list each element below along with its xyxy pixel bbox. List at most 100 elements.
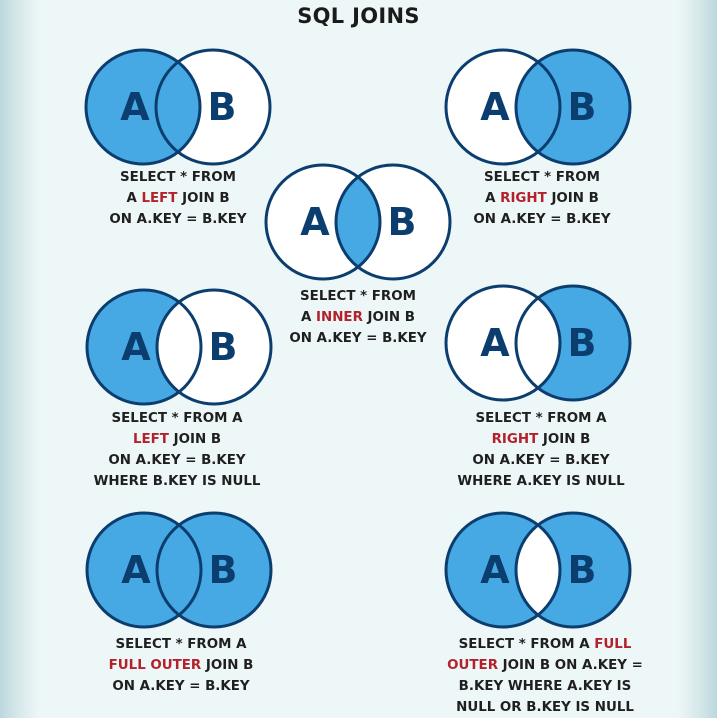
- intersection-region: [157, 290, 201, 404]
- join-keyword: LEFT: [141, 191, 178, 206]
- caption-text: WHERE A.KEY IS NULL: [457, 474, 625, 489]
- caption-line: A LEFT JOIN B: [78, 188, 278, 209]
- set-b-label: B: [208, 85, 237, 129]
- caption-text: JOIN B: [201, 658, 254, 673]
- caption-right-excluding-join: SELECT * FROM A RIGHT JOIN B ON A.KEY = B.…: [436, 408, 646, 492]
- caption-text: A: [126, 191, 142, 206]
- intersection-region: [516, 50, 560, 164]
- set-b-label: B: [209, 548, 238, 592]
- caption-line: ON A.KEY = B.KEY: [72, 450, 282, 471]
- caption-line: SELECT * FROM: [78, 167, 278, 188]
- caption-text: JOIN B: [168, 432, 222, 447]
- caption-text: SELECT * FROM A: [115, 637, 247, 652]
- caption-text: A: [485, 191, 501, 206]
- caption-text: JOIN B ON A.KEY =: [498, 658, 643, 673]
- join-keyword: LEFT: [132, 432, 169, 447]
- caption-line: SELECT * FROM: [258, 286, 458, 307]
- caption-text: ON A.KEY = B.KEY: [473, 212, 611, 227]
- caption-line: OUTER JOIN B ON A.KEY =: [430, 655, 660, 676]
- set-a-outline: [85, 288, 203, 406]
- intersection-region: [157, 513, 201, 627]
- caption-text: SELECT * FROM A: [111, 411, 243, 426]
- caption-text: A: [301, 310, 317, 325]
- caption-text: ON A.KEY = B.KEY: [108, 453, 246, 468]
- set-b-outline: [155, 511, 273, 629]
- set-a-label: A: [121, 325, 151, 369]
- set-b-outline: [514, 48, 632, 166]
- set-a-label: A: [300, 200, 330, 244]
- caption-line: SELECT * FROM A: [436, 408, 646, 429]
- set-a-label: A: [480, 321, 510, 365]
- join-keyword: RIGHT: [491, 432, 539, 447]
- set-b-label: B: [209, 325, 238, 369]
- join-keyword: RIGHT: [500, 191, 547, 206]
- set-a-outline: [84, 48, 202, 166]
- set-a-label: A: [480, 548, 510, 592]
- set-a-outline: [444, 284, 562, 402]
- set-b-outline: [514, 511, 632, 629]
- set-a-label: A: [121, 548, 151, 592]
- caption-line: LEFT JOIN B: [72, 429, 282, 450]
- caption-text: JOIN B: [538, 432, 591, 447]
- set-b-label: B: [568, 321, 597, 365]
- set-b-outline: [155, 288, 273, 406]
- caption-line: SELECT * FROM: [442, 167, 642, 188]
- set-b-label: B: [568, 548, 597, 592]
- caption-text: B.KEY WHERE A.KEY IS: [458, 679, 632, 694]
- caption-line: ON A.KEY = B.KEY: [76, 676, 286, 697]
- intersection-region: [156, 50, 200, 164]
- caption-line: SELECT * FROM A FULL: [430, 634, 660, 655]
- caption-text: JOIN B: [362, 310, 415, 325]
- caption-text: ON A.KEY = B.KEY: [109, 212, 247, 227]
- caption-line: ON A.KEY = B.KEY: [258, 328, 458, 349]
- caption-text: JOIN B: [177, 191, 230, 206]
- intersection-region: [516, 286, 560, 400]
- caption-line: SELECT * FROM A: [72, 408, 282, 429]
- page-title: SQL JOINS: [297, 4, 420, 28]
- set-a-outline: [444, 48, 562, 166]
- set-a-outline: [264, 163, 382, 281]
- set-b-outline: [514, 284, 632, 402]
- set-a-label: A: [480, 85, 510, 129]
- caption-line: WHERE A.KEY IS NULL: [436, 471, 646, 492]
- set-a-outline: [444, 511, 562, 629]
- caption-line: ON A.KEY = B.KEY: [442, 209, 642, 230]
- caption-text: SELECT * FROM: [120, 170, 236, 185]
- caption-text: NULL OR B.KEY IS NULL: [456, 700, 634, 715]
- join-keyword: INNER: [316, 310, 363, 325]
- caption-text: SELECT * FROM A: [475, 411, 607, 426]
- caption-text: ON A.KEY = B.KEY: [289, 331, 427, 346]
- set-a-label: A: [120, 85, 150, 129]
- caption-line: B.KEY WHERE A.KEY IS: [430, 676, 660, 697]
- caption-text: SELECT * FROM A: [458, 637, 595, 652]
- caption-text: SELECT * FROM: [300, 289, 416, 304]
- join-keyword: FULL OUTER: [108, 658, 202, 673]
- caption-line: WHERE B.KEY IS NULL: [72, 471, 282, 492]
- join-keyword: FULL: [594, 637, 632, 652]
- caption-left-excluding-join: SELECT * FROM A LEFT JOIN B ON A.KEY = B.K…: [72, 408, 282, 492]
- set-b-label: B: [388, 200, 417, 244]
- set-b-outline: [334, 163, 452, 281]
- caption-text: ON A.KEY = B.KEY: [472, 453, 610, 468]
- caption-text: WHERE B.KEY IS NULL: [93, 474, 261, 489]
- intersection-region: [336, 165, 380, 279]
- caption-line: NULL OR B.KEY IS NULL: [430, 697, 660, 718]
- set-b-label: B: [568, 85, 597, 129]
- caption-text: SELECT * FROM: [484, 170, 600, 185]
- caption-line: SELECT * FROM A: [76, 634, 286, 655]
- set-a-outline: [85, 511, 203, 629]
- set-b-outline: [154, 48, 272, 166]
- caption-line: RIGHT JOIN B: [436, 429, 646, 450]
- caption-line: FULL OUTER JOIN B: [76, 655, 286, 676]
- caption-right-join: SELECT * FROM A RIGHT JOIN B ON A.KEY = B.…: [442, 167, 642, 230]
- caption-text: ON A.KEY = B.KEY: [112, 679, 250, 694]
- caption-full-outer-join: SELECT * FROM A FULL OUTER JOIN B ON A.KEY…: [76, 634, 286, 697]
